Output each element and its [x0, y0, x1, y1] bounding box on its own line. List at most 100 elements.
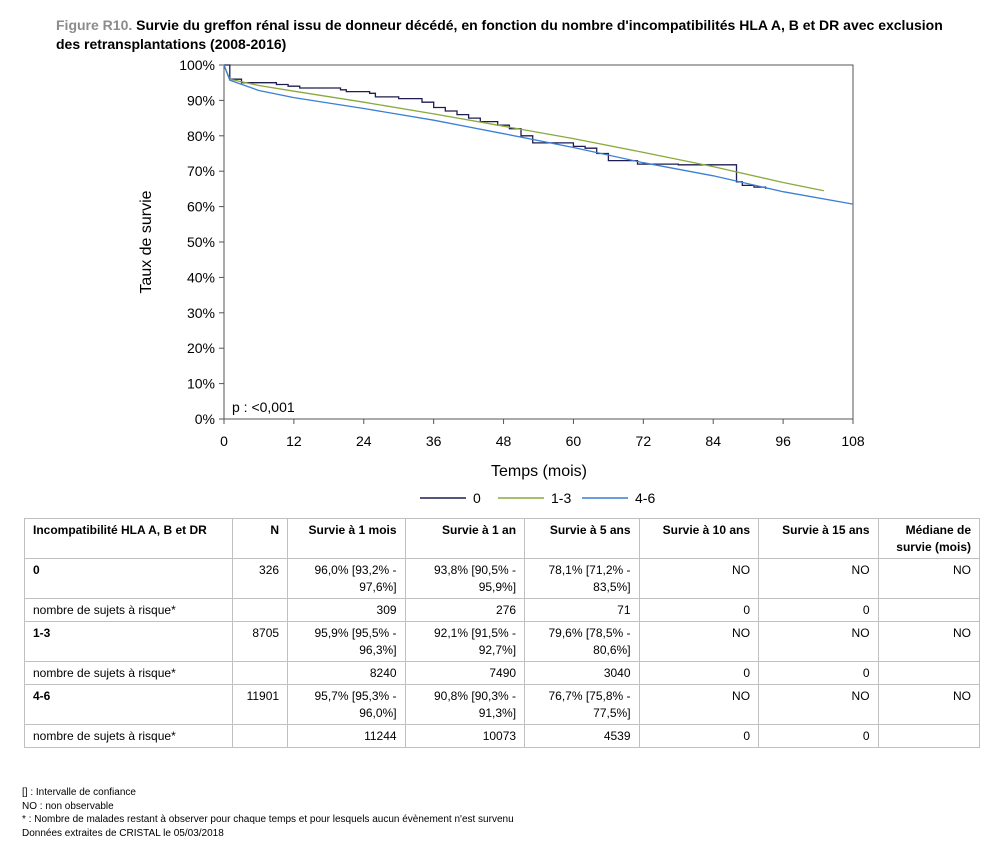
- legend: 0 1-3 4-6: [420, 490, 655, 506]
- y-tick-label: 0%: [195, 411, 215, 427]
- footnote: * : Nombre de malades restant à observer…: [22, 814, 514, 825]
- risk-15-years: 0: [758, 598, 879, 622]
- y-tick-label: 100%: [179, 57, 215, 73]
- cell-10-years: NO: [638, 621, 760, 662]
- risk-15-years: 0: [758, 724, 879, 748]
- cell-15-years: NO: [758, 684, 879, 725]
- series-line-4-6: [223, 64, 854, 205]
- cell-10-years: NO: [638, 684, 760, 725]
- header-15-years: Survie à 15 ans: [758, 518, 879, 559]
- header-median: Médiane de survie (mois): [877, 518, 981, 559]
- cell-15-years: NO: [758, 558, 879, 599]
- risk-5-years: 3040: [524, 661, 640, 685]
- footnote: [] : Intervalle de confiance: [22, 787, 136, 798]
- x-tick-label: 48: [496, 433, 512, 449]
- cell-empty: [877, 598, 981, 622]
- header-5-years: Survie à 5 ans: [524, 518, 640, 559]
- survival-chart: 0% 10% 20% 30% 40% 50% 60% 70% 80% 90% 100% 0 12 24 3…: [138, 57, 865, 506]
- y-tick-label: 90%: [187, 92, 215, 108]
- cell-1-month: 95,9% [95,5% - 96,3%]: [287, 621, 406, 662]
- risk-10-years: 0: [638, 661, 760, 685]
- cell-n: 11901: [231, 684, 289, 725]
- cell-empty: [877, 724, 981, 748]
- table-row: 1-3 8705 95,9% [95,5% - 96,3%] 92,1% [91…: [24, 621, 981, 662]
- x-tick-label: 36: [426, 433, 442, 449]
- header-10-years: Survie à 10 ans: [638, 518, 760, 559]
- at-risk-label: nombre de sujets à risque*: [24, 724, 233, 748]
- y-tick-label: 20%: [187, 340, 215, 356]
- risk-15-years: 0: [758, 661, 879, 685]
- table-row-at-risk: nombre de sujets à risque* 11244 10073 4…: [24, 724, 981, 748]
- cell-5-years: 79,6% [78,5% - 80,6%]: [524, 621, 640, 662]
- table-header-row: Incompatibilité HLA A, B et DR N Survie …: [24, 518, 981, 559]
- plot-frame: [223, 64, 854, 420]
- at-risk-label: nombre de sujets à risque*: [24, 598, 233, 622]
- x-tick-label: 96: [775, 433, 791, 449]
- series-line-1-3: [223, 64, 825, 192]
- figure-number: Figure R10.: [56, 17, 133, 33]
- x-tick-label: 72: [636, 433, 652, 449]
- footnotes: [] : Intervalle de confiance NO : non ob…: [22, 786, 514, 840]
- at-risk-label: nombre de sujets à risque*: [24, 661, 233, 685]
- table-row-at-risk: nombre de sujets à risque* 8240 7490 304…: [24, 661, 981, 685]
- group-label: 4-6: [24, 684, 233, 725]
- group-label: 0: [24, 558, 233, 599]
- risk-10-years: 0: [638, 724, 760, 748]
- group-label: 1-3: [24, 621, 233, 662]
- x-axis: 0 12 24 36 48 60 72 84 96 108: [220, 419, 865, 449]
- x-tick-label: 84: [705, 433, 721, 449]
- risk-1-year: 7490: [404, 661, 526, 685]
- cell-empty: [231, 724, 289, 748]
- legend-label-4-6: 4-6: [635, 490, 655, 506]
- table-row: 4-6 11901 95,7% [95,3% - 96,0%] 90,8% [9…: [24, 684, 981, 725]
- cell-5-years: 76,7% [75,8% - 77,5%]: [524, 684, 640, 725]
- cell-1-year: 90,8% [90,3% - 91,3%]: [404, 684, 526, 725]
- risk-10-years: 0: [638, 598, 760, 622]
- cell-15-years: NO: [758, 621, 879, 662]
- series-lines: [223, 64, 854, 205]
- x-tick-label: 0: [220, 433, 228, 449]
- risk-1-year: 10073: [404, 724, 526, 748]
- y-tick-label: 70%: [187, 163, 215, 179]
- cell-median: NO: [877, 684, 981, 725]
- legend-label-0: 0: [473, 490, 481, 506]
- cell-5-years: 78,1% [71,2% - 83,5%]: [524, 558, 640, 599]
- figure-title: Figure R10. Survie du greffon rénal issu…: [56, 16, 956, 54]
- y-tick-label: 30%: [187, 305, 215, 321]
- cell-empty: [231, 598, 289, 622]
- footnote: NO : non observable: [22, 800, 114, 812]
- cell-1-year: 93,8% [90,5% - 95,9%]: [404, 558, 526, 599]
- risk-1-month: 309: [287, 598, 406, 622]
- cell-1-month: 96,0% [93,2% - 97,6%]: [287, 558, 406, 599]
- legend-label-1-3: 1-3: [551, 490, 571, 506]
- header-1-year: Survie à 1 an: [404, 518, 526, 559]
- p-value-annotation: p : <0,001: [232, 399, 295, 415]
- cell-median: NO: [877, 621, 981, 662]
- header-hla: Incompatibilité HLA A, B et DR: [24, 518, 233, 559]
- y-tick-label: 50%: [187, 234, 215, 250]
- risk-5-years: 4539: [524, 724, 640, 748]
- risk-1-year: 276: [404, 598, 526, 622]
- cell-n: 8705: [231, 621, 289, 662]
- y-axis: 0% 10% 20% 30% 40% 50% 60% 70% 80% 90% 100%: [179, 57, 224, 427]
- x-tick-label: 108: [841, 433, 865, 449]
- y-tick-label: 10%: [187, 376, 215, 392]
- results-table: Incompatibilité HLA A, B et DR N Survie …: [24, 518, 981, 748]
- cell-empty: [231, 661, 289, 685]
- y-tick-label: 40%: [187, 269, 215, 285]
- y-axis-title: Taux de survie: [138, 190, 155, 293]
- x-tick-label: 24: [356, 433, 372, 449]
- table-row-at-risk: nombre de sujets à risque* 309 276 71 0 …: [24, 598, 981, 622]
- cell-10-years: NO: [638, 558, 760, 599]
- x-tick-label: 12: [286, 433, 302, 449]
- risk-5-years: 71: [524, 598, 640, 622]
- risk-1-month: 11244: [287, 724, 406, 748]
- figure-title-text: Survie du greffon rénal issu de donneur …: [56, 17, 943, 52]
- x-axis-title: Temps (mois): [491, 463, 587, 480]
- header-n: N: [231, 518, 289, 559]
- header-1-month: Survie à 1 mois: [287, 518, 406, 559]
- risk-1-month: 8240: [287, 661, 406, 685]
- cell-median: NO: [877, 558, 981, 599]
- y-tick-label: 60%: [187, 199, 215, 215]
- cell-1-year: 92,1% [91,5% - 92,7%]: [404, 621, 526, 662]
